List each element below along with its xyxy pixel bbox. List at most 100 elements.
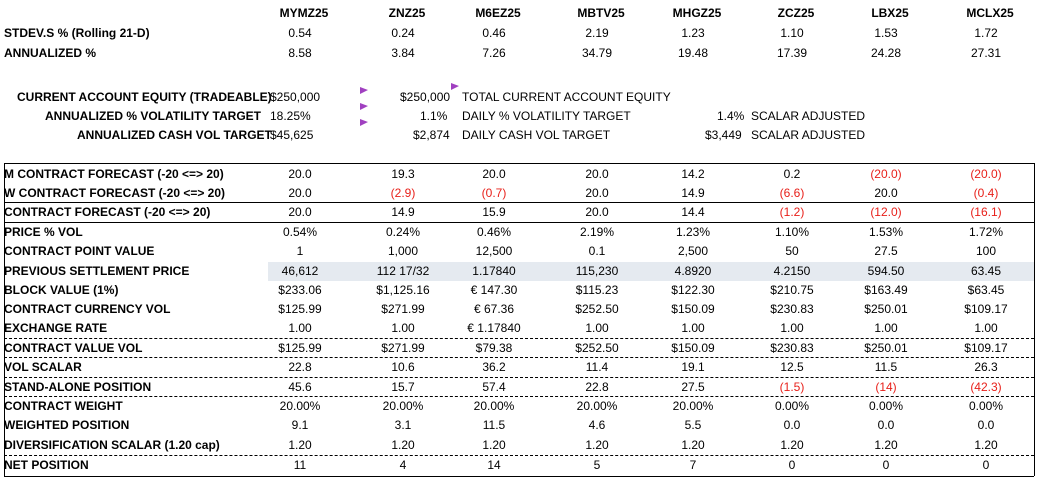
table-cell[interactable]: $230.83 <box>770 341 814 355</box>
table-cell[interactable]: 0.0 <box>877 418 895 432</box>
table-cell[interactable]: 20.00% <box>576 399 618 413</box>
table-cell[interactable]: $163.49 <box>864 283 908 297</box>
table-cell[interactable]: 1.00 <box>780 321 804 335</box>
table-cell[interactable]: 100 <box>975 244 997 258</box>
table-cell[interactable]: 0.0 <box>977 418 995 432</box>
table-cell[interactable]: 594.50 <box>867 264 905 278</box>
table-cell[interactable]: 5.5 <box>684 418 702 432</box>
table-cell[interactable]: 0 <box>788 458 796 472</box>
table-cell[interactable]: 9.1 <box>291 418 309 432</box>
table-cell[interactable]: 8.58 <box>288 46 312 60</box>
table-cell[interactable]: 11.5 <box>482 418 506 432</box>
table-cell[interactable]: 0.54% <box>282 225 318 239</box>
table-cell[interactable]: 1.20 <box>874 438 898 452</box>
table-cell[interactable]: 0.00% <box>868 399 904 413</box>
table-cell[interactable]: 46,612 <box>281 264 319 278</box>
table-cell[interactable]: 1.72 <box>974 26 998 40</box>
table-cell[interactable]: $230.83 <box>770 302 814 316</box>
table-cell[interactable]: $63.45 <box>967 283 1005 297</box>
table-cell[interactable]: 1.53% <box>868 225 904 239</box>
table-cell[interactable]: 112 17/32 <box>376 264 430 278</box>
table-cell[interactable]: $252.50 <box>575 302 619 316</box>
table-cell[interactable]: 1.20 <box>974 438 998 452</box>
table-cell[interactable]: 1.20 <box>482 438 506 452</box>
table-cell[interactable]: 20.0 <box>874 186 898 200</box>
table-cell[interactable]: 27.5 <box>681 380 705 394</box>
table-cell[interactable]: 1.20 <box>780 438 804 452</box>
table-cell[interactable]: 20.0 <box>482 167 506 181</box>
table-cell[interactable]: 20.0 <box>585 167 609 181</box>
table-cell[interactable]: 1.20 <box>391 438 415 452</box>
table-cell[interactable]: 0.54 <box>288 26 312 40</box>
table-cell[interactable]: 1.10 <box>780 26 804 40</box>
table-cell[interactable]: 14 <box>487 458 501 472</box>
table-cell[interactable]: 27.5 <box>874 244 898 258</box>
table-cell[interactable]: 4.6 <box>588 418 606 432</box>
table-cell[interactable]: 4 <box>399 458 407 472</box>
table-cell[interactable]: $271.99 <box>381 302 425 316</box>
table-cell[interactable]: 7.26 <box>482 46 506 60</box>
table-cell[interactable]: 10.6 <box>391 360 415 374</box>
table-cell[interactable]: 22.8 <box>585 380 609 394</box>
table-cell[interactable]: 20.0 <box>585 186 609 200</box>
table-cell[interactable]: $252.50 <box>575 341 619 355</box>
table-cell[interactable]: € 67.36 <box>473 302 515 316</box>
table-cell[interactable]: $150.09 <box>671 302 715 316</box>
table-cell[interactable]: 3.84 <box>391 46 415 60</box>
table-cell[interactable]: 1.23% <box>675 225 711 239</box>
table-cell[interactable]: 1 <box>296 244 304 258</box>
table-cell[interactable]: 1.00 <box>585 321 609 335</box>
table-cell[interactable]: 1.72% <box>968 225 1004 239</box>
table-cell[interactable]: 12,500 <box>475 244 513 258</box>
table-cell[interactable]: 14.4 <box>681 205 705 219</box>
table-cell[interactable]: (12.0) <box>870 205 902 219</box>
table-cell[interactable]: 4.2150 <box>773 264 811 278</box>
table-cell[interactable]: 14.9 <box>391 205 415 219</box>
table-cell[interactable]: $125.99 <box>278 341 322 355</box>
table-cell[interactable]: 3.1 <box>394 418 412 432</box>
table-cell[interactable]: $250.01 <box>864 302 908 316</box>
table-cell[interactable]: 11.4 <box>585 360 609 374</box>
table-cell[interactable]: 1,000 <box>387 244 419 258</box>
table-cell[interactable]: 20.0 <box>288 186 312 200</box>
table-cell[interactable]: 0.00% <box>968 399 1004 413</box>
table-cell[interactable]: 4.8920 <box>674 264 712 278</box>
table-cell[interactable]: 11 <box>293 458 307 472</box>
table-cell[interactable]: 24.28 <box>870 46 902 60</box>
table-cell[interactable]: 20.00% <box>473 399 515 413</box>
table-cell[interactable]: 0 <box>882 458 890 472</box>
table-cell[interactable]: 22.8 <box>288 360 312 374</box>
table-cell[interactable]: 0 <box>982 458 990 472</box>
table-cell[interactable]: 0.0 <box>783 418 801 432</box>
table-cell[interactable]: (0.7) <box>481 186 507 200</box>
table-cell[interactable]: (16.1) <box>970 205 1002 219</box>
table-cell[interactable]: $122.30 <box>671 283 715 297</box>
table-cell[interactable]: 20.00% <box>279 399 321 413</box>
table-cell[interactable]: 57.4 <box>482 380 506 394</box>
table-cell[interactable]: 36.2 <box>482 360 506 374</box>
table-cell[interactable]: 0.2 <box>783 167 801 181</box>
table-cell[interactable]: 20.0 <box>288 205 312 219</box>
table-cell[interactable]: 0.24 <box>391 26 415 40</box>
table-cell[interactable]: 20.0 <box>288 167 312 181</box>
table-cell[interactable]: 19.3 <box>391 167 415 181</box>
table-cell[interactable]: (14) <box>875 380 897 394</box>
table-cell[interactable]: 1.23 <box>681 26 705 40</box>
table-cell[interactable]: 1.10% <box>774 225 810 239</box>
table-cell[interactable]: 20.0 <box>585 205 609 219</box>
table-cell[interactable]: 15.9 <box>482 205 506 219</box>
table-cell[interactable]: $115.23 <box>575 283 619 297</box>
table-cell[interactable]: $150.09 <box>671 341 715 355</box>
table-cell[interactable]: 1.00 <box>874 321 898 335</box>
table-cell[interactable]: 1.17840 <box>472 264 516 278</box>
table-cell[interactable]: 11.5 <box>874 360 898 374</box>
table-cell[interactable]: $250.01 <box>864 341 908 355</box>
table-cell[interactable]: 1.20 <box>681 438 705 452</box>
table-cell[interactable]: 5 <box>593 458 601 472</box>
table-cell[interactable]: 45.6 <box>288 380 312 394</box>
table-cell[interactable]: 115,230 <box>575 264 619 278</box>
table-cell[interactable]: 12.5 <box>780 360 804 374</box>
table-cell[interactable]: 2.19% <box>579 225 615 239</box>
table-cell[interactable]: $79.38 <box>475 341 513 355</box>
table-cell[interactable]: (20.0) <box>970 167 1002 181</box>
